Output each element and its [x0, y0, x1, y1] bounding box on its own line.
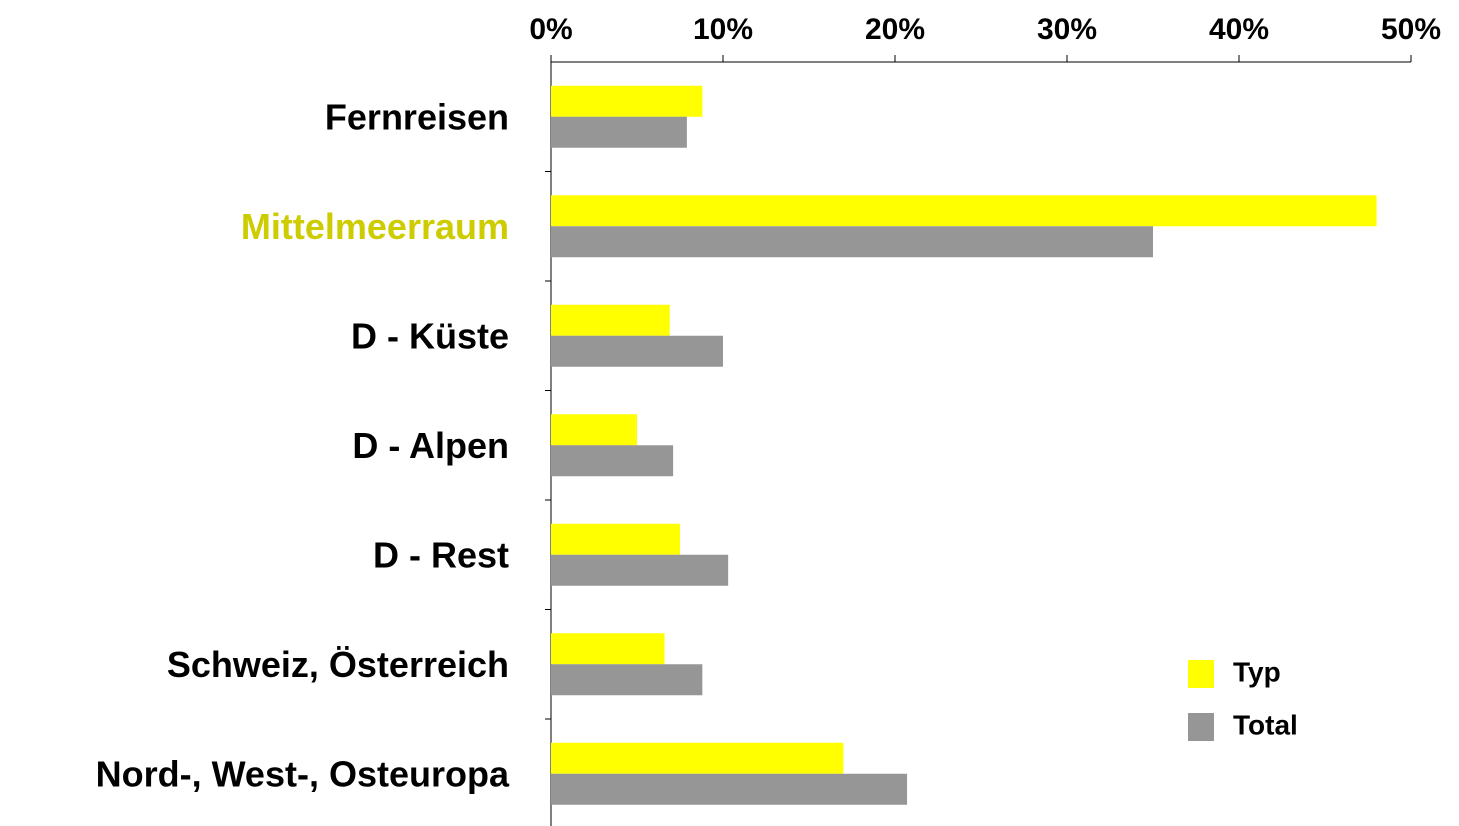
x-tick-label: 20% — [865, 13, 925, 46]
bar — [551, 304, 670, 336]
x-tick-label: 0% — [529, 13, 572, 46]
x-tick-label: 10% — [693, 13, 753, 46]
bar — [551, 633, 665, 665]
bar — [551, 773, 908, 805]
bar — [551, 445, 674, 477]
bar — [551, 195, 1377, 227]
y-tick-label: D - Alpen — [352, 425, 509, 466]
bar — [551, 523, 680, 555]
y-tick-label: Fernreisen — [325, 96, 509, 137]
bar — [551, 116, 687, 148]
y-tick-label: D - Küste — [351, 315, 509, 356]
bar — [551, 226, 1153, 258]
legend-swatch — [1188, 713, 1214, 741]
x-tick-label: 50% — [1381, 13, 1441, 46]
bar — [551, 554, 729, 586]
y-tick-label: Schweiz, Österreich — [167, 644, 509, 685]
bar — [551, 664, 703, 696]
bar — [551, 335, 723, 367]
y-tick-label: Nord-, West-, Osteuropa — [96, 753, 510, 794]
legend-label: Total — [1233, 709, 1298, 740]
bar — [551, 85, 703, 117]
x-tick-label: 30% — [1037, 13, 1097, 46]
legend-label: Typ — [1233, 656, 1281, 687]
bar — [551, 414, 637, 446]
bar — [551, 742, 844, 774]
y-tick-label: D - Rest — [373, 534, 509, 575]
legend-swatch — [1188, 660, 1214, 688]
x-tick-label: 40% — [1209, 13, 1269, 46]
y-tick-label: Mittelmeerraum — [241, 206, 509, 247]
